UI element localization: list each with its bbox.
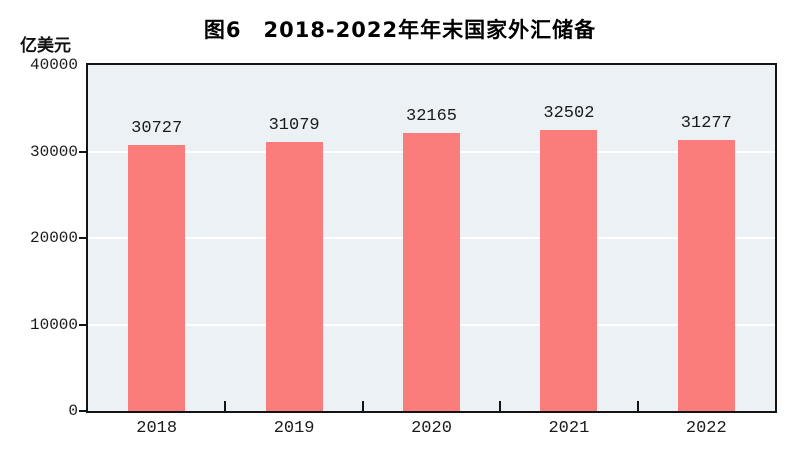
x-axis-tick-mark <box>361 401 364 411</box>
bar-value-label: 31277 <box>680 114 732 134</box>
y-axis-tick-mark <box>79 150 87 153</box>
y-axis-unit-label: 亿美元 <box>20 36 71 56</box>
y-axis-tick-label: 40000 <box>29 56 78 74</box>
x-axis-tick-mark <box>636 401 639 411</box>
x-axis-category-label: 2018 <box>136 419 178 438</box>
chart-title: 图6 2018-2022年年末国家外汇储备 <box>203 18 597 42</box>
bar <box>540 129 598 411</box>
y-axis-tick-mark <box>79 410 87 412</box>
y-axis-tick-label: 30000 <box>29 142 78 161</box>
y-axis-tick-label: 10000 <box>29 315 78 334</box>
x-axis-category-label: 2022 <box>685 419 727 438</box>
y-axis-tick-mark <box>79 323 87 326</box>
x-axis-tick-mark <box>499 401 502 411</box>
bar <box>128 145 186 411</box>
bar-value-label: 32165 <box>405 106 458 126</box>
x-axis-category-label: 2021 <box>548 419 590 438</box>
x-axis-tick-mark <box>224 401 227 411</box>
bar <box>677 140 735 411</box>
x-axis-category-label: 2020 <box>411 419 452 438</box>
bar-value-label: 31079 <box>268 116 320 136</box>
x-axis-category-label: 2019 <box>273 419 315 438</box>
bar <box>403 132 460 411</box>
bar-value-label: 30727 <box>131 119 183 139</box>
y-axis-tick-label: 0 <box>68 402 78 420</box>
y-axis-tick-mark <box>79 237 87 239</box>
y-axis-tick-label: 20000 <box>29 229 78 247</box>
bar <box>265 142 323 411</box>
bar-value-label: 32502 <box>543 103 595 123</box>
